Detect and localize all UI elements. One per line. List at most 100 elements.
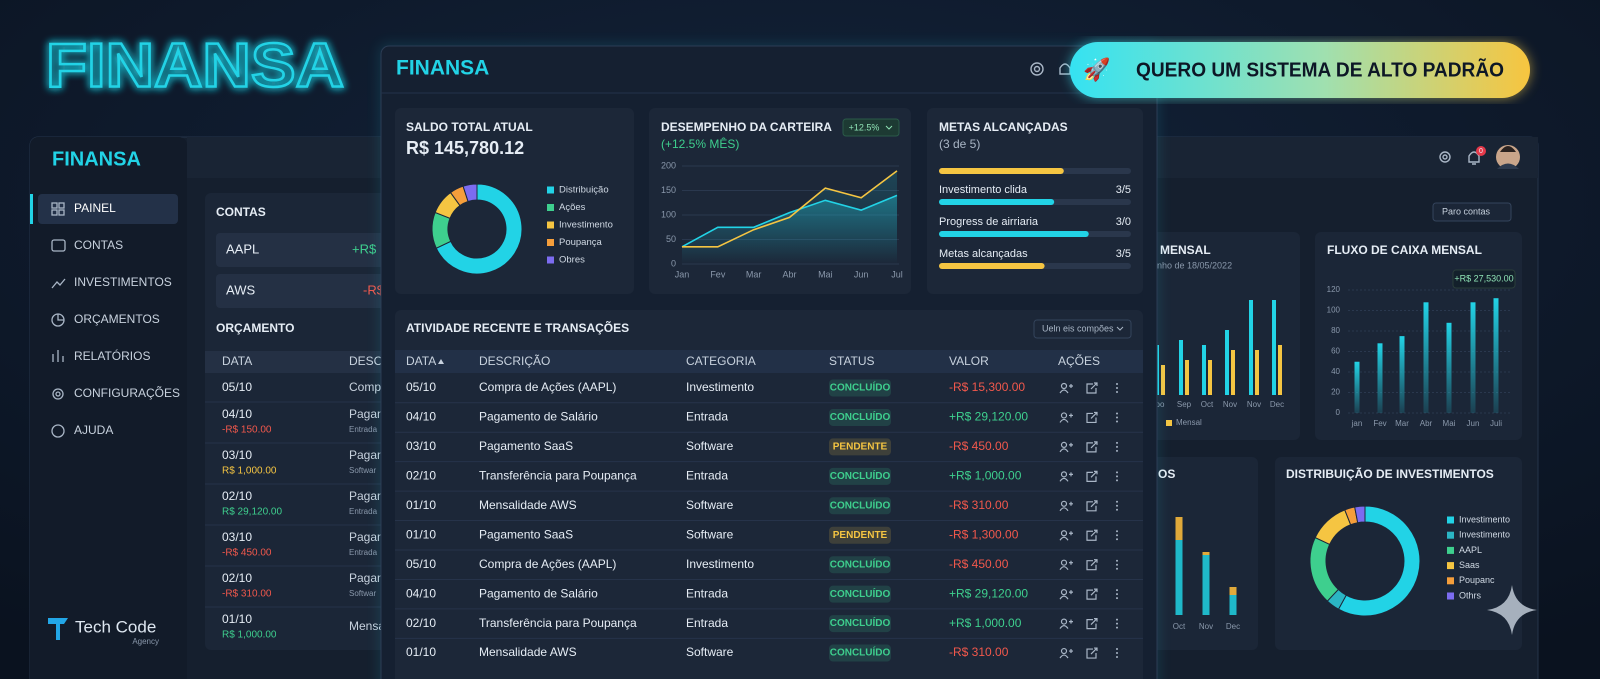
menu-item[interactable]: PAINEL xyxy=(74,201,116,215)
action-more-dot xyxy=(1116,449,1118,452)
card-title: MENSAL xyxy=(1160,243,1211,257)
y-tick-label: 20 xyxy=(1331,388,1340,397)
row-actions xyxy=(1059,559,1118,571)
row-category: Entrada xyxy=(686,410,728,424)
row-actions xyxy=(1059,529,1118,541)
x-tick-label: Oct xyxy=(1173,622,1186,631)
budget-amount: R$ 1,000.00 xyxy=(222,630,277,641)
row-value: +R$ 29,120.00 xyxy=(949,410,1028,424)
action-open[interactable] xyxy=(1086,588,1098,600)
action-open[interactable] xyxy=(1086,647,1098,659)
goal-label: Metas alcançadas xyxy=(939,248,1028,260)
action-open[interactable] xyxy=(1086,500,1098,512)
budget-amount: -R$ 450.00 xyxy=(222,548,272,559)
menu-item[interactable]: CONTAS xyxy=(74,238,123,252)
x-tick-label: Nov xyxy=(1223,400,1237,409)
bar xyxy=(1231,350,1235,395)
row-category: Software xyxy=(686,498,734,512)
status-pill xyxy=(829,615,891,633)
sparkle xyxy=(1487,585,1537,635)
bar-segment xyxy=(1202,555,1210,615)
y-tick-label: 40 xyxy=(1331,367,1340,376)
y-tick-label: 150 xyxy=(661,185,676,195)
menu-item[interactable]: ORÇAMENTOS xyxy=(74,312,160,326)
row-category: Entrada xyxy=(686,469,728,483)
bar xyxy=(1470,302,1476,413)
action-add-user[interactable] xyxy=(1060,441,1068,448)
column-header: VALOR xyxy=(949,354,989,368)
row-category: Entrada xyxy=(686,616,728,630)
cta-button[interactable] xyxy=(1070,42,1530,98)
action-add-user[interactable] xyxy=(1060,471,1068,478)
action-more-dot xyxy=(1116,416,1118,419)
x-tick-label: Jul xyxy=(891,269,903,279)
action-add-user[interactable] xyxy=(1060,589,1068,596)
action-more-dot xyxy=(1116,500,1118,503)
badge: +12.5% xyxy=(849,122,880,132)
row-date: 05/10 xyxy=(406,380,436,394)
action-add-user-body xyxy=(1059,442,1073,453)
status-label: PENDENTE xyxy=(833,442,888,453)
action-add-user[interactable] xyxy=(1060,500,1068,507)
action-add-user[interactable] xyxy=(1060,382,1068,390)
legend-swatch xyxy=(1447,531,1454,539)
budget-amount: R$ 1,000.00 xyxy=(222,466,277,477)
action-open[interactable] xyxy=(1086,411,1098,424)
budget-date: 02/10 xyxy=(222,571,252,585)
x-tick-label: jan xyxy=(1351,419,1363,428)
action-more-dot xyxy=(1116,618,1118,621)
action-open[interactable] xyxy=(1086,559,1098,571)
action-open[interactable] xyxy=(1086,382,1098,394)
action-open[interactable] xyxy=(1086,441,1098,453)
action-add-user[interactable] xyxy=(1060,618,1068,625)
bar xyxy=(1179,340,1183,395)
account-name: AAPL xyxy=(226,241,259,256)
menu-item[interactable]: RELATÓRIOS xyxy=(74,348,150,363)
status-label: CONCLUÍDO xyxy=(830,646,891,659)
legend-swatch xyxy=(1447,577,1454,585)
progress-bar xyxy=(939,231,1089,237)
x-tick-label: Mai xyxy=(1443,419,1456,428)
action-more-dot xyxy=(1116,412,1118,415)
row-date: 04/10 xyxy=(406,410,436,424)
action-add-user[interactable] xyxy=(1060,412,1068,419)
row-date: 01/10 xyxy=(406,645,436,659)
donut-segment xyxy=(1354,505,1366,524)
action-open[interactable] xyxy=(1086,470,1098,482)
legend-label: Ações xyxy=(559,202,586,213)
budget-amount: -R$ 150.00 xyxy=(222,425,272,436)
action-add-user[interactable] xyxy=(1060,530,1068,537)
action-add-user[interactable] xyxy=(1060,559,1068,566)
action-open[interactable] xyxy=(1086,618,1098,630)
filter-dropdown[interactable]: Ueln eis compões xyxy=(1042,323,1114,333)
bar xyxy=(1354,361,1360,413)
bar xyxy=(1446,322,1452,413)
status-label: CONCLUÍDO xyxy=(830,587,891,600)
bar xyxy=(1423,302,1429,413)
row-actions xyxy=(1059,588,1118,600)
card-title: METAS ALCANÇADAS xyxy=(939,120,1068,134)
row-actions xyxy=(1059,470,1118,482)
status-pill xyxy=(829,379,891,397)
legend-label: Saas xyxy=(1459,560,1480,570)
row-actions xyxy=(1059,618,1118,630)
bar-segment xyxy=(1229,587,1237,595)
legend-swatch xyxy=(1447,562,1454,570)
menu-item[interactable]: CONFIGURAÇÕES xyxy=(74,385,180,400)
bar xyxy=(1272,300,1276,395)
status-label: PENDENTE xyxy=(833,530,888,541)
action-more-dot xyxy=(1116,508,1118,511)
action-add-user[interactable] xyxy=(1060,647,1068,655)
x-tick-label: Nov xyxy=(1199,622,1213,631)
notification-badge: 0 xyxy=(1479,148,1483,155)
legend-swatch xyxy=(547,221,554,229)
menu-item[interactable]: INVESTIMENTOS xyxy=(74,275,172,289)
action-open[interactable] xyxy=(1086,529,1098,541)
balance-value: R$ 145,780.12 xyxy=(406,138,524,158)
column-header: STATUS xyxy=(829,354,875,368)
menu-item[interactable]: AJUDA xyxy=(74,423,113,437)
legend-label: Mensal xyxy=(1176,418,1202,427)
x-tick-label: Fev xyxy=(1373,419,1386,428)
action-more-dot xyxy=(1116,626,1118,629)
y-tick-label: 60 xyxy=(1331,347,1340,356)
